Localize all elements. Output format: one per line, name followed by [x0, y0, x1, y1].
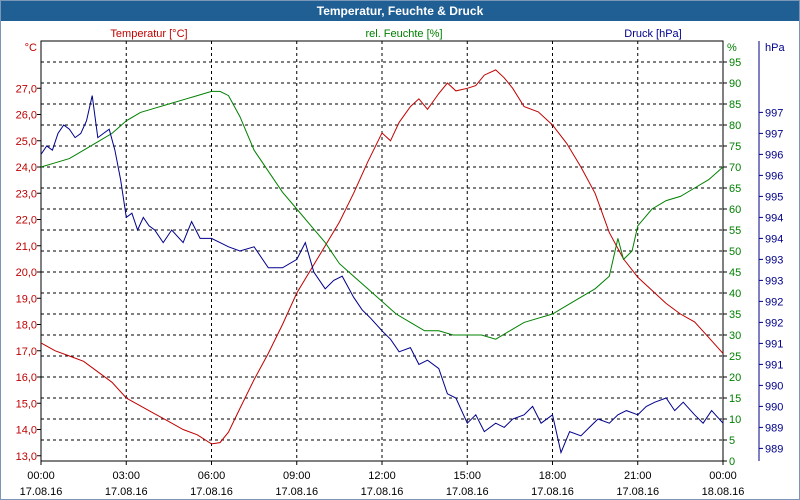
pressure-tick-label: 995 [765, 191, 783, 203]
humidity-tick-label: 95 [729, 57, 741, 69]
x-tick-label-time: 09:00 [283, 470, 311, 482]
pressure-tick-label: 996 [765, 170, 783, 182]
pressure-tick-label: 992 [765, 317, 783, 329]
pressure-unit-label: hPa [765, 42, 785, 54]
humidity-tick-label: 70 [729, 162, 741, 174]
humidity-tick-label: 15 [729, 393, 741, 405]
humidity-tick-label: 90 [729, 78, 741, 90]
temperature-tick-label: 20,0 [16, 267, 37, 279]
humidity-tick-label: 30 [729, 330, 741, 342]
temperature-tick-label: 13,0 [16, 451, 37, 463]
x-tick-label-time: 00:00 [27, 470, 55, 482]
temperature-tick-label: 15,0 [16, 398, 37, 410]
temperature-tick-label: 18,0 [16, 320, 37, 332]
humidity-unit-label: % [727, 42, 737, 54]
temperature-tick-label: 17,0 [16, 346, 37, 358]
series-line-humidity [40, 90, 724, 340]
humidity-tick-label: 0 [729, 456, 735, 468]
humidity-tick-label: 10 [729, 414, 741, 426]
x-tick-label-time: 03:00 [112, 470, 140, 482]
humidity-axis-title: rel. Feuchte [%] [365, 28, 442, 40]
x-tick-label-date: 17.08.16 [616, 486, 659, 498]
window-title: Temperatur, Feuchte & Druck [1, 1, 799, 21]
axis-labels: 13,0 14,0 15,0 16,0 17,0 18,0 19,0 20,0 21,0 22,0… [16, 28, 786, 498]
humidity-tick-label: 55 [729, 225, 741, 237]
temperature-tick-label: 26,0 [16, 110, 37, 122]
pressure-axis-title: Druck [hPa] [624, 28, 681, 40]
humidity-tick-label: 80 [729, 120, 741, 132]
grid-lines [41, 41, 723, 461]
series-line-pressure [40, 95, 724, 455]
pressure-tick-label: 997 [765, 128, 783, 140]
series-line-temperature [40, 69, 724, 445]
x-tick-label-date: 18.08.16 [702, 486, 745, 498]
pressure-tick-label: 997 [765, 107, 783, 119]
pressure-tick-label: 991 [765, 338, 783, 350]
x-tick-label-date: 17.08.16 [361, 486, 404, 498]
temperature-tick-label: 27,0 [16, 83, 37, 95]
x-tick-label-date: 17.08.16 [531, 486, 574, 498]
temperature-tick-label: 24,0 [16, 162, 37, 174]
x-tick-label-time: 15:00 [453, 470, 481, 482]
pressure-tick-label: 996 [765, 149, 783, 161]
humidity-tick-label: 65 [729, 183, 741, 195]
temperature-tick-label: 14,0 [16, 425, 37, 437]
pressure-tick-label: 993 [765, 254, 783, 266]
x-tick-label-date: 17.08.16 [446, 486, 489, 498]
humidity-tick-label: 85 [729, 99, 741, 111]
humidity-tick-label: 5 [729, 435, 735, 447]
x-tick-label-time: 21:00 [624, 470, 652, 482]
temperature-unit-label: °C [25, 42, 37, 54]
temperature-tick-label: 19,0 [16, 293, 37, 305]
x-tick-label-date: 17.08.16 [275, 486, 318, 498]
pressure-tick-label: 992 [765, 296, 783, 308]
temperature-tick-label: 23,0 [16, 188, 37, 200]
x-tick-label-time: 06:00 [198, 470, 226, 482]
humidity-tick-label: 60 [729, 204, 741, 216]
humidity-tick-label: 20 [729, 372, 741, 384]
x-tick-label-date: 17.08.16 [105, 486, 148, 498]
temperature-tick-label: 16,0 [16, 372, 37, 384]
x-tick-label-date: 17.08.16 [190, 486, 233, 498]
x-tick-label-time: 12:00 [368, 470, 396, 482]
humidity-tick-label: 25 [729, 351, 741, 363]
pressure-tick-label: 994 [765, 233, 783, 245]
pressure-tick-label: 990 [765, 380, 783, 392]
humidity-tick-label: 75 [729, 141, 741, 153]
humidity-tick-label: 40 [729, 288, 741, 300]
pressure-tick-label: 994 [765, 212, 783, 224]
pressure-tick-label: 991 [765, 359, 783, 371]
chart-canvas: 13,0 14,0 15,0 16,0 17,0 18,0 19,0 20,0 21,0 22,0… [16, 28, 786, 498]
temperature-tick-label: 21,0 [16, 241, 37, 253]
pressure-tick-label: 990 [765, 401, 783, 413]
x-tick-label-time: 00:00 [709, 470, 737, 482]
humidity-tick-label: 50 [729, 246, 741, 258]
humidity-tick-label: 45 [729, 267, 741, 279]
series-lines [40, 69, 724, 455]
x-tick-label-date: 17.08.16 [20, 486, 63, 498]
pressure-tick-label: 993 [765, 275, 783, 287]
temperature-tick-label: 22,0 [16, 215, 37, 227]
temperature-axis-title: Temperatur [°C] [110, 28, 187, 40]
temperature-tick-label: 25,0 [16, 136, 37, 148]
pressure-tick-label: 989 [765, 443, 783, 455]
axes [37, 40, 763, 465]
humidity-tick-label: 35 [729, 309, 741, 321]
pressure-tick-label: 989 [765, 422, 783, 434]
x-tick-label-time: 18:00 [539, 470, 567, 482]
